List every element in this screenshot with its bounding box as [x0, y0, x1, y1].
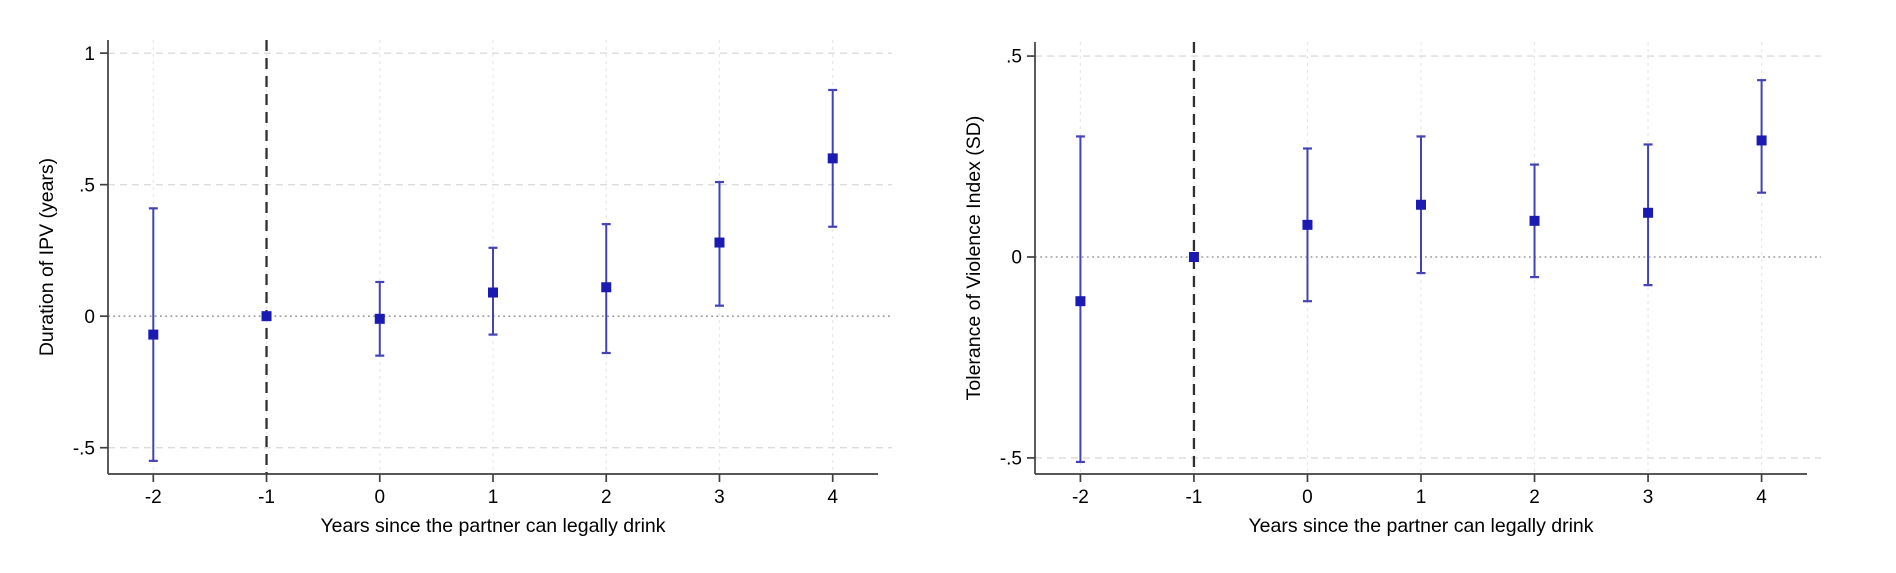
x-tick-label: -2 — [1072, 487, 1089, 508]
x-tick-label: 4 — [827, 487, 838, 508]
x-axis-label: Years since the partner can legally drin… — [320, 515, 665, 537]
y-tick-label: .5 — [1006, 47, 1022, 68]
data-point-marker — [1756, 135, 1767, 146]
x-tick-label: -1 — [1185, 487, 1202, 508]
x-tick-label: 0 — [1302, 487, 1313, 508]
x-tick-label: 0 — [374, 487, 385, 508]
y-tick-label: .5 — [79, 175, 95, 196]
y-tick-label: 1 — [84, 44, 95, 65]
x-tick-label: 2 — [601, 487, 612, 508]
x-tick-label: 1 — [488, 487, 499, 508]
x-axis-label: Years since the partner can legally drin… — [1248, 515, 1593, 537]
data-point-marker — [261, 311, 272, 322]
data-point-marker — [148, 329, 159, 340]
x-tick-label: 4 — [1756, 487, 1767, 508]
data-point-marker — [714, 237, 725, 248]
x-tick-label: 3 — [1643, 487, 1654, 508]
data-point-marker — [488, 287, 498, 298]
y-tick-label: -.5 — [1000, 449, 1022, 470]
x-tick-label: -1 — [258, 487, 275, 508]
x-tick-label: 3 — [714, 487, 725, 508]
data-point-marker — [1529, 215, 1540, 226]
x-tick-label: 1 — [1416, 487, 1427, 508]
data-point-marker — [374, 313, 385, 324]
data-point-marker — [601, 282, 612, 293]
y-tick-label: 0 — [84, 307, 95, 328]
data-point-marker — [1416, 199, 1426, 210]
data-point-marker — [1188, 251, 1199, 262]
y-axis-label: Duration of IPV (years) — [36, 158, 58, 356]
y-tick-label: -.5 — [73, 438, 95, 459]
data-point-marker — [827, 153, 838, 164]
x-tick-label: 2 — [1529, 487, 1540, 508]
y-tick-label: 0 — [1011, 248, 1022, 269]
data-point-marker — [1075, 296, 1086, 307]
x-tick-label: -2 — [145, 487, 162, 508]
data-point-marker — [1302, 219, 1313, 230]
y-axis-label: Tolerance of Violence Index (SD) — [963, 116, 985, 401]
data-point-marker — [1643, 207, 1654, 218]
